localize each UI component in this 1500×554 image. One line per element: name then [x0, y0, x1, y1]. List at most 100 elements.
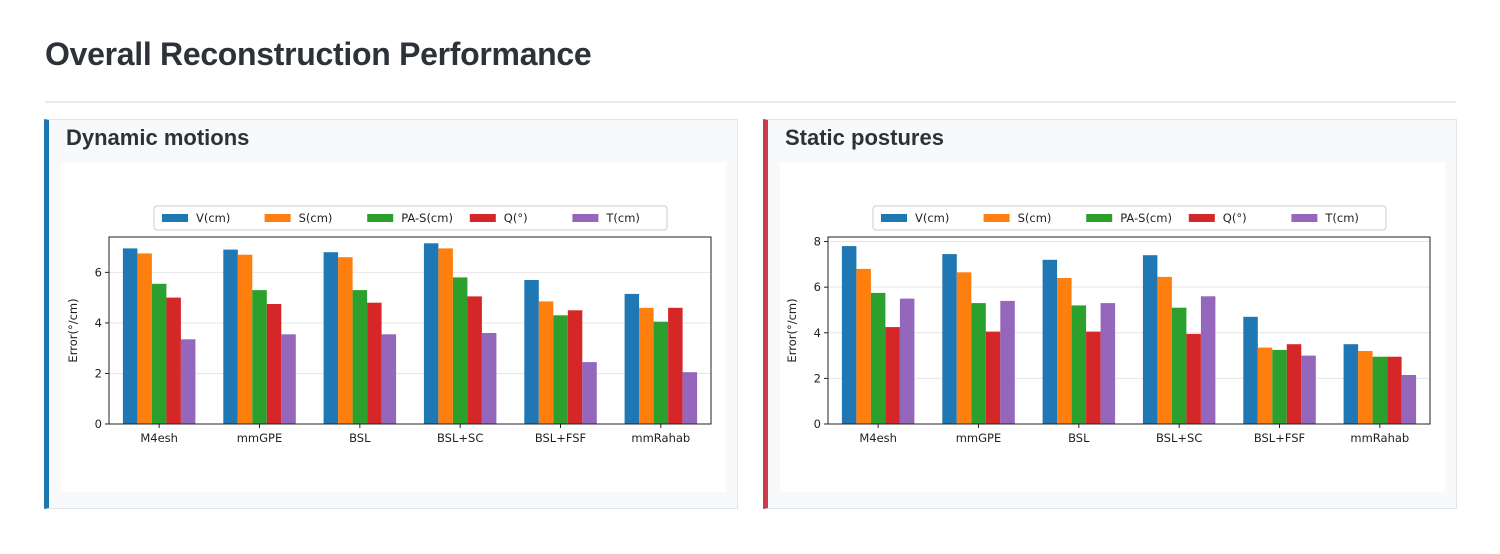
x-tick-label: mmRahab	[631, 431, 690, 445]
legend-swatch	[469, 214, 496, 222]
x-tick-label: BSL+FSF	[1254, 431, 1305, 445]
bar	[1142, 255, 1158, 424]
y-tick-label: 0	[814, 417, 821, 431]
legend-label: V(cm)	[196, 211, 230, 225]
bar	[1186, 333, 1201, 424]
legend-box	[872, 205, 1387, 231]
bar	[1401, 375, 1417, 424]
y-tick-label: 8	[814, 235, 821, 249]
bar	[438, 248, 453, 424]
y-tick-label: 6	[814, 280, 821, 294]
legend-box	[153, 205, 668, 231]
static-postures-chart: 0 2 4 6 8 M4esh mmGPE BSL BSL+SC BSL+FSF mmRahab Er…	[785, 205, 1431, 445]
bar	[281, 334, 296, 424]
x-tick-label: BSL+FSF	[535, 431, 586, 445]
bar	[668, 307, 683, 424]
bar	[1000, 300, 1015, 424]
title-divider	[45, 101, 1456, 103]
bar	[624, 293, 640, 424]
y-axis-label: Error(°/cm)	[785, 298, 799, 362]
bar	[137, 253, 152, 424]
plot-frame	[108, 236, 712, 425]
legend-swatch	[881, 214, 907, 222]
bar	[971, 303, 986, 424]
bar	[1157, 276, 1172, 424]
bar	[367, 302, 382, 424]
legend-label: PA-S(cm)	[1120, 211, 1172, 225]
bar	[841, 246, 857, 424]
bar	[567, 310, 583, 424]
bar	[1042, 259, 1058, 424]
x-tick-label: BSL	[349, 431, 371, 445]
y-tick-label: 0	[95, 417, 102, 431]
bar	[452, 277, 468, 424]
x-tick-label: BSL+SC	[437, 431, 483, 445]
x-tick-label: mmRahab	[1350, 431, 1409, 445]
legend-label: S(cm)	[1018, 211, 1052, 225]
legend-label: S(cm)	[299, 211, 333, 225]
dynamic-motions-chart: 0 2 4 6 M4esh mmGPE BSL BSL+SC BSL+FSF mmRahab Err…	[66, 205, 712, 445]
bar	[956, 272, 972, 424]
bar	[338, 257, 353, 424]
bar	[639, 307, 654, 424]
y-tick-label: 2	[95, 366, 102, 380]
legend-label: V(cm)	[915, 211, 949, 225]
bar	[524, 280, 539, 424]
bar	[180, 339, 196, 424]
panel-title: Static postures	[785, 125, 944, 150]
bar	[1100, 303, 1116, 424]
bar	[237, 254, 253, 424]
bar	[856, 268, 871, 424]
bar	[151, 283, 167, 424]
bar	[538, 301, 554, 424]
bar	[942, 254, 957, 424]
bar	[582, 362, 597, 424]
bar	[1343, 344, 1359, 424]
bar	[553, 315, 568, 424]
bar	[481, 333, 497, 424]
bar	[1301, 355, 1316, 424]
bar	[682, 372, 698, 424]
y-tick-label: 4	[814, 326, 821, 340]
bar	[166, 297, 181, 424]
legend-swatch	[572, 214, 599, 222]
legend-label: Q(°)	[1223, 211, 1247, 225]
bar	[1086, 331, 1101, 424]
bar	[1071, 305, 1087, 424]
legend-swatch	[264, 214, 291, 222]
legend-swatch	[162, 214, 188, 222]
bar	[266, 304, 282, 424]
chart-container: 0 2 4 6 M4esh mmGPE BSL BSL+SC BSL+FSF mmRahab Err…	[61, 162, 726, 492]
legend-swatch	[983, 214, 1010, 222]
bar	[885, 327, 900, 424]
legend-label: PA-S(cm)	[401, 211, 453, 225]
bar	[352, 290, 368, 424]
static-postures-panel: Static postures 0 2 4 6 8 M4esh mmGPE BSL BSL+SC…	[763, 119, 1457, 509]
x-tick-label: BSL	[1068, 431, 1090, 445]
bar	[899, 298, 915, 424]
bar	[1372, 356, 1388, 424]
bar	[1257, 347, 1273, 424]
bar	[122, 248, 138, 424]
bar	[1272, 349, 1287, 424]
panel-title: Dynamic motions	[66, 125, 250, 150]
x-tick-label: M4esh	[859, 431, 897, 445]
bar	[1200, 296, 1216, 424]
bar	[223, 249, 238, 424]
bar	[252, 290, 267, 424]
bar	[467, 296, 482, 424]
y-tick-label: 4	[95, 316, 102, 330]
bar	[1171, 307, 1187, 424]
x-tick-label: mmGPE	[956, 431, 1002, 445]
bar	[381, 334, 397, 424]
legend-swatch	[1291, 214, 1318, 222]
dynamic-motions-panel: Dynamic motions 0 2 4 6 M4esh mmGPE BSL BSL+SC B…	[44, 119, 738, 509]
bar	[1243, 316, 1258, 424]
bar	[423, 243, 439, 424]
chart-container: 0 2 4 6 8 M4esh mmGPE BSL BSL+SC BSL+FSF mmRahab Er…	[780, 162, 1445, 492]
y-axis-label: Error(°/cm)	[66, 298, 80, 362]
y-tick-label: 2	[814, 371, 821, 385]
bar	[870, 292, 886, 424]
bar	[323, 252, 339, 424]
page-title: Overall Reconstruction Performance	[45, 36, 592, 72]
